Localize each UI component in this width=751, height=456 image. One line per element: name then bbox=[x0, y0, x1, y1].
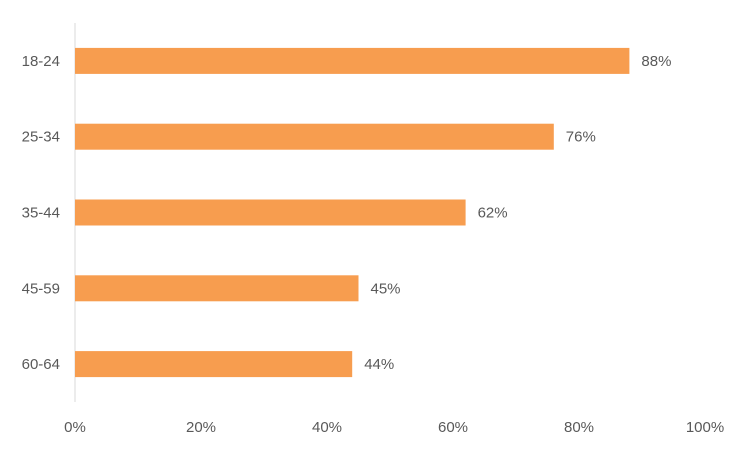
data-label: 44% bbox=[364, 356, 394, 373]
x-tick-label: 60% bbox=[438, 419, 468, 436]
y-tick-label: 45-59 bbox=[22, 280, 60, 297]
x-tick-label: 80% bbox=[564, 419, 594, 436]
y-tick-label: 25-34 bbox=[22, 129, 60, 146]
data-label: 76% bbox=[566, 129, 596, 146]
bar-25-34 bbox=[75, 123, 554, 150]
x-tick-label: 20% bbox=[186, 419, 216, 436]
bar-35-44 bbox=[75, 199, 466, 226]
bar-18-24 bbox=[75, 47, 630, 74]
y-tick-label: 60-64 bbox=[22, 356, 60, 373]
bar-60-64 bbox=[75, 351, 353, 378]
x-tick-label: 40% bbox=[312, 419, 342, 436]
axis-layer: 0% 20% 40% 60% 80% 100% bbox=[64, 23, 724, 436]
bar-45-59 bbox=[75, 275, 359, 302]
y-tick-label: 18-24 bbox=[22, 53, 60, 70]
y-tick-label: 35-44 bbox=[22, 205, 60, 222]
labels-layer: 18-24 88% 25-34 76% 35-44 62% 45-59 45% 60-64 44% bbox=[22, 53, 672, 373]
data-label: 88% bbox=[641, 53, 671, 70]
data-label: 62% bbox=[478, 205, 508, 222]
data-label: 45% bbox=[371, 280, 401, 297]
x-tick-label: 0% bbox=[64, 419, 86, 436]
bars-layer bbox=[75, 47, 630, 378]
x-tick-label: 100% bbox=[686, 419, 724, 436]
